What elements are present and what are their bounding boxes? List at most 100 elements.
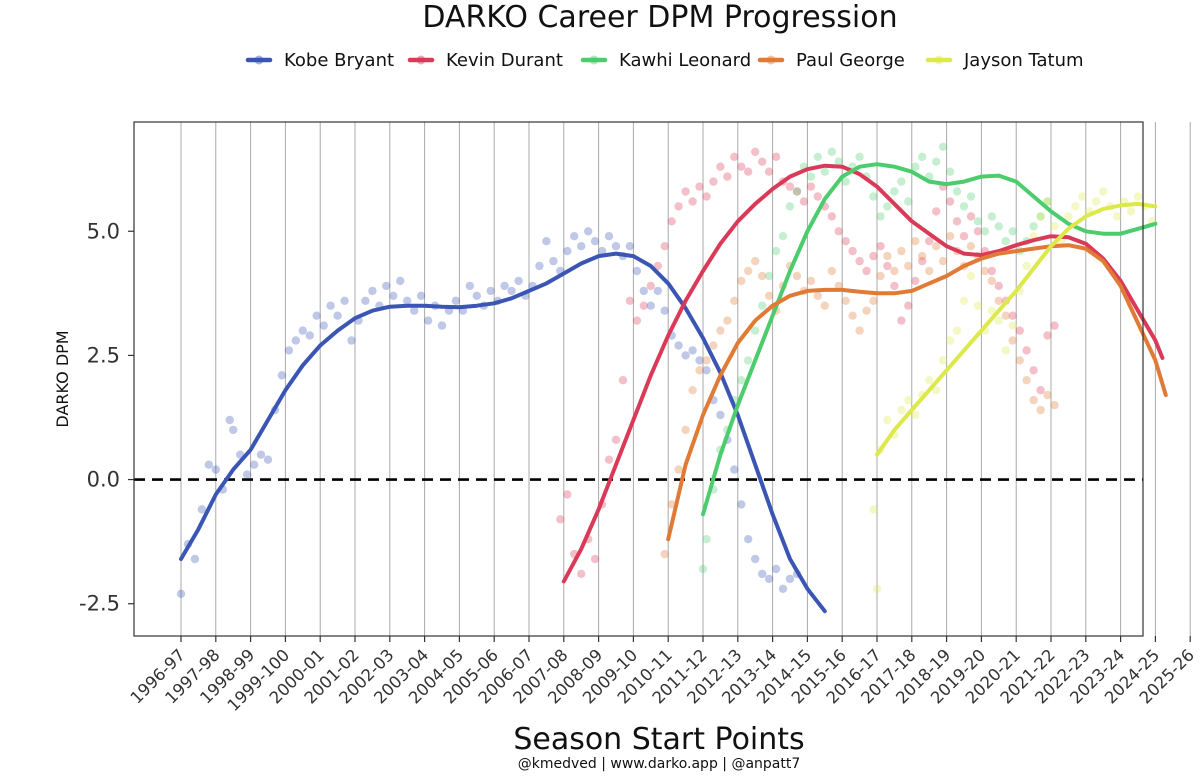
data-point [987, 276, 996, 286]
data-point [716, 162, 725, 171]
data-point [966, 271, 976, 281]
data-point [855, 256, 864, 266]
data-point [1022, 346, 1031, 355]
data-point [758, 301, 767, 310]
legend-marker [416, 55, 426, 65]
data-point [911, 410, 920, 420]
data-point [702, 356, 711, 365]
data-point [347, 336, 356, 345]
data-point [674, 341, 683, 350]
data-point [176, 589, 186, 598]
data-point [827, 147, 836, 156]
data-point [625, 242, 635, 251]
data-point [486, 286, 495, 296]
data-point [771, 246, 781, 256]
data-point [876, 212, 885, 221]
legend-item: Paul George [757, 50, 905, 71]
data-point [1050, 321, 1059, 330]
data-point [1050, 400, 1059, 410]
data-point [952, 326, 962, 335]
data-point [890, 266, 899, 276]
data-point [396, 276, 405, 286]
data-point [361, 296, 370, 305]
legend: Kobe Bryant Kevin Durant Kawhi Leonard Paul… [245, 50, 1084, 71]
data-point [1022, 376, 1031, 385]
legend-label: Kevin Durant [446, 50, 563, 71]
data-point [806, 172, 816, 181]
data-point [389, 291, 398, 300]
legend-label: Kobe Bryant [284, 50, 394, 71]
data-point [848, 246, 857, 256]
data-point [938, 256, 948, 266]
data-point [698, 564, 708, 574]
legend-marker [934, 55, 944, 65]
data-point [918, 256, 927, 266]
data-point [660, 242, 669, 251]
data-point [918, 251, 927, 261]
chart-title: DARKO Career DPM Progression [422, 0, 897, 35]
data-point [632, 316, 642, 325]
data-point [751, 256, 760, 266]
y-tick-label: 5.0 [87, 219, 120, 243]
data-point [904, 301, 913, 310]
data-point [994, 222, 1003, 231]
data-point [932, 207, 941, 216]
data-point [211, 465, 220, 474]
data-point [862, 266, 871, 276]
data-point [1071, 202, 1080, 211]
data-point [764, 291, 774, 300]
data-point [751, 326, 760, 335]
data-point [904, 197, 913, 206]
data-point [500, 281, 509, 291]
data-point [730, 465, 739, 474]
data-point [744, 266, 753, 276]
data-point [416, 291, 426, 300]
legend-item: Kevin Durant [407, 50, 563, 71]
legend-marker [589, 55, 599, 65]
data-point [966, 212, 976, 221]
data-point [709, 341, 718, 350]
legend-item: Jayson Tatum [925, 50, 1084, 71]
data-point [702, 366, 711, 375]
data-point [1036, 386, 1045, 395]
data-point [730, 296, 739, 305]
data-point [897, 246, 906, 256]
legend-label: Kawhi Leonard [619, 50, 751, 71]
data-point [1126, 207, 1136, 216]
trend-line [666, 243, 1168, 542]
data-point [820, 167, 829, 176]
data-point [570, 232, 579, 241]
trend-line [561, 163, 1165, 584]
data-point [284, 346, 294, 355]
series-jayson-tatum [869, 187, 1157, 593]
data-point [897, 405, 906, 415]
y-tick-label: -2.5 [79, 592, 120, 616]
data-point [883, 415, 892, 425]
data-point [973, 217, 983, 226]
data-point [1022, 261, 1031, 271]
data-point [1008, 311, 1017, 320]
data-point [632, 266, 642, 276]
data-point [925, 237, 934, 246]
data-point [465, 281, 474, 291]
data-point [911, 162, 920, 171]
data-point [1008, 336, 1017, 345]
data-point [584, 227, 593, 236]
data-point [778, 584, 788, 593]
data-point [1092, 197, 1101, 206]
data-point [688, 346, 697, 355]
data-point [994, 316, 1003, 325]
data-point [827, 266, 836, 276]
data-point [556, 515, 565, 524]
data-point [792, 187, 802, 196]
data-point [1050, 222, 1059, 231]
data-point [1133, 192, 1143, 201]
data-point [674, 202, 683, 211]
data-point [862, 306, 871, 315]
data-point [855, 152, 864, 161]
y-axis-label: DARKO DPM [53, 330, 72, 427]
data-point [695, 366, 704, 375]
data-point [872, 584, 882, 593]
data-point [945, 336, 955, 345]
data-point [952, 217, 962, 226]
